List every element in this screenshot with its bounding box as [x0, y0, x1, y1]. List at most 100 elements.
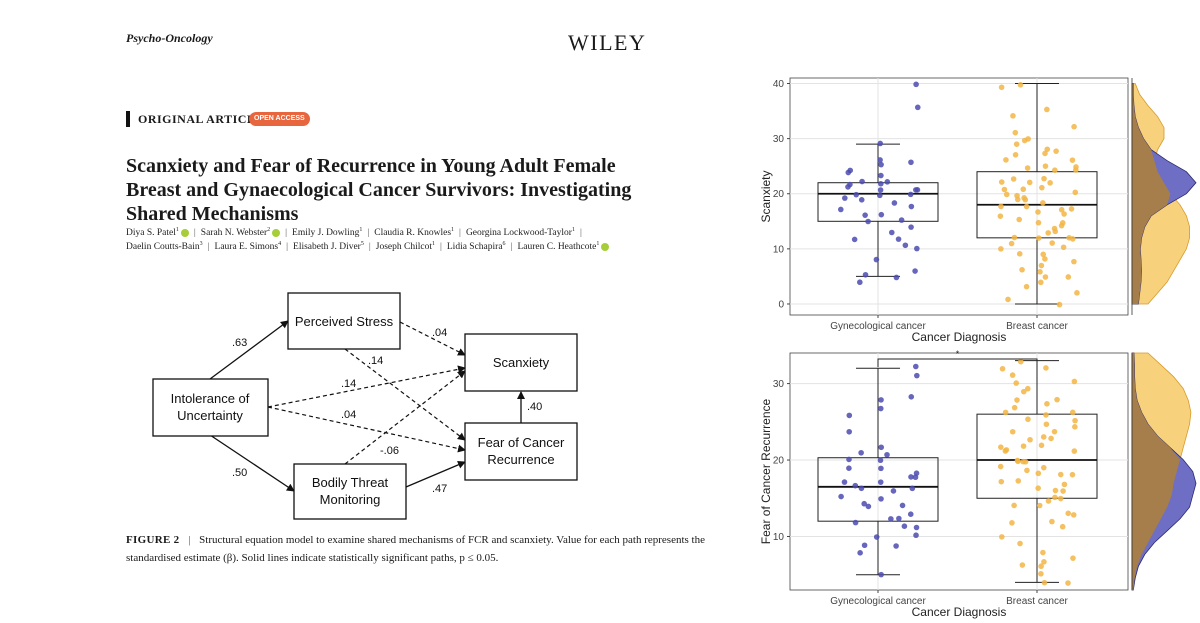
author-affiliation: 1 — [451, 227, 455, 233]
data-point — [1010, 113, 1016, 119]
data-point — [1013, 380, 1020, 386]
data-point — [1057, 471, 1064, 478]
x-axis-label: Cancer Diagnosis — [912, 330, 1007, 344]
node-intolerance-of-uncertainty — [152, 378, 269, 437]
data-point — [865, 218, 871, 225]
data-point — [842, 195, 848, 201]
path-iu-fcr — [267, 406, 466, 453]
data-point — [877, 405, 884, 412]
x-tick-label: Breast cancer — [1006, 596, 1068, 607]
orcid-icon[interactable] — [601, 242, 610, 251]
data-point — [907, 191, 914, 198]
author-separator: | — [285, 228, 288, 239]
data-point — [873, 256, 880, 263]
y-tick-label: 20 — [773, 456, 785, 467]
data-point — [1040, 464, 1047, 471]
data-point — [1045, 230, 1052, 236]
publisher-logo: WILEY — [568, 30, 647, 55]
node-label: Monitoring — [320, 492, 381, 507]
data-point — [884, 451, 890, 458]
author-name[interactable]: Diya S. Patel — [126, 228, 176, 239]
box-iqr — [817, 182, 939, 222]
node-label: Perceived Stress — [295, 314, 394, 329]
author-name[interactable]: Lauren C. Heathcote — [517, 242, 597, 253]
paper-title-line-3: Shared Mechanisms — [126, 203, 299, 225]
node-fear-of-cancer-recurrence — [464, 422, 578, 481]
author-name[interactable]: Elisabeth J. Diver — [293, 242, 361, 253]
author-name[interactable]: Lidia Schapira — [446, 242, 503, 253]
data-point — [878, 465, 884, 472]
data-point — [913, 187, 919, 193]
caption-text: Structural equation model to examine sha… — [126, 534, 705, 564]
data-point — [873, 534, 880, 540]
author-name[interactable]: Daelin Coutts-Bain — [126, 242, 200, 253]
data-point — [1069, 471, 1076, 478]
fcr-boxplot: 10 20 30 Gynecological cancer Breast cancerC… — [759, 349, 1197, 619]
data-point — [1056, 301, 1063, 308]
data-point — [896, 515, 902, 522]
data-point — [1061, 211, 1067, 217]
data-point — [1035, 209, 1041, 215]
data-point — [878, 161, 884, 168]
data-point — [1001, 186, 1008, 193]
node-label: Fear of Cancer — [478, 435, 565, 450]
data-point — [1025, 385, 1031, 392]
data-point — [1009, 520, 1015, 526]
data-point — [838, 493, 844, 500]
author-list-line-1: Diya S. Patel1 | Sarah N. Webster2 | Emily J… — [126, 227, 587, 238]
data-point — [1053, 148, 1059, 154]
node-bodily-threat-monitoring — [293, 463, 407, 520]
data-point — [913, 532, 919, 539]
author-name[interactable]: Laura E. Simons — [214, 242, 279, 253]
data-point — [1044, 401, 1050, 407]
author-name[interactable]: Georgina Lockwood-Taylor — [465, 228, 572, 239]
data-point — [908, 159, 914, 166]
author-name[interactable]: Emily J. Dowling — [292, 228, 360, 239]
data-point — [998, 444, 1004, 450]
data-point — [1070, 236, 1076, 242]
author-affiliation: 4 — [278, 241, 282, 247]
data-point — [1069, 157, 1076, 163]
data-point — [858, 197, 865, 203]
y-axis-label: Scanxiety — [759, 170, 773, 222]
data-point — [912, 268, 918, 274]
data-point — [837, 206, 844, 213]
plot-area — [789, 77, 1129, 316]
data-point — [998, 203, 1004, 210]
data-point — [1072, 417, 1078, 424]
author-name[interactable]: Sarah N. Webster — [200, 228, 268, 239]
node-scanxiety — [464, 333, 578, 392]
author-affiliation: 1 — [359, 227, 363, 233]
data-point — [878, 444, 885, 451]
data-point — [913, 81, 919, 88]
author-name[interactable]: Claudia R. Knowles — [374, 228, 452, 239]
author-name[interactable]: Joseph Chilcot — [375, 242, 432, 253]
data-point — [877, 187, 884, 193]
orcid-icon[interactable] — [272, 228, 281, 237]
orcid-icon[interactable] — [180, 228, 189, 237]
data-point — [997, 213, 1004, 219]
data-point — [877, 157, 883, 163]
path-estimate: .14 — [341, 378, 356, 390]
data-point — [1071, 448, 1078, 454]
data-point — [878, 211, 885, 218]
data-point — [914, 372, 920, 379]
data-point — [876, 192, 883, 199]
data-point — [1068, 206, 1075, 212]
data-point — [1058, 206, 1065, 213]
data-point — [1014, 457, 1021, 464]
author-separator: | — [367, 228, 370, 239]
data-point — [1003, 191, 1010, 198]
data-point — [1011, 502, 1017, 509]
data-point — [1041, 579, 1048, 586]
data-point — [899, 502, 906, 509]
data-point — [846, 456, 852, 463]
path-ps-fcr — [344, 348, 466, 441]
data-point — [877, 140, 884, 147]
data-point — [1071, 123, 1077, 130]
data-point — [914, 104, 921, 111]
data-point — [890, 488, 897, 494]
node-perceived-stress — [287, 292, 401, 350]
data-point — [1019, 562, 1026, 568]
data-point — [1014, 196, 1021, 203]
